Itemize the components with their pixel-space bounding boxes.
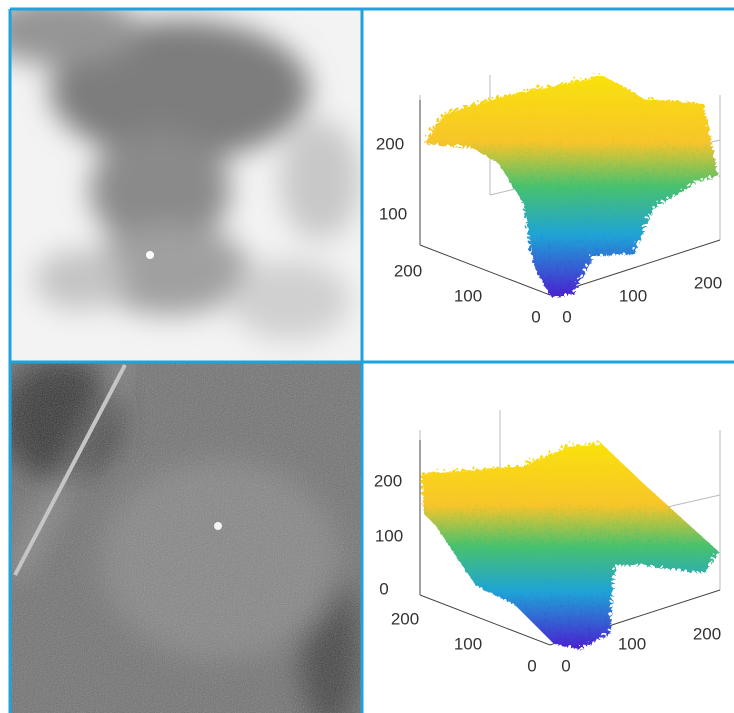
x-tick-label: 0 [561, 656, 570, 675]
y-tick-label: 0 [531, 307, 540, 326]
x-tick-label: 100 [618, 634, 646, 653]
noise-image [10, 363, 362, 713]
z-tick-label: 200 [376, 134, 404, 153]
z-tick-label: 100 [375, 526, 403, 545]
x-tick-label: 200 [693, 624, 721, 643]
z-tick-label: 0 [379, 579, 388, 598]
y-tick-label: 100 [454, 634, 482, 653]
x-tick-label: 0 [562, 307, 571, 326]
y-tick-label: 100 [454, 286, 482, 305]
surface [420, 72, 715, 294]
cloud-image [10, 10, 362, 362]
z-tick-label: 200 [374, 471, 402, 490]
y-tick-label: 200 [394, 261, 422, 280]
x-tick-label: 200 [694, 273, 722, 292]
y-tick-label: 0 [527, 656, 536, 675]
z-tick-label: 100 [379, 204, 407, 223]
x-tick-label: 100 [619, 286, 647, 305]
surface [418, 440, 715, 646]
y-tick-label: 200 [391, 609, 419, 628]
panel-borders [8, 7, 734, 713]
surface-plot [419, 72, 721, 296]
surface-plot [418, 410, 721, 646]
